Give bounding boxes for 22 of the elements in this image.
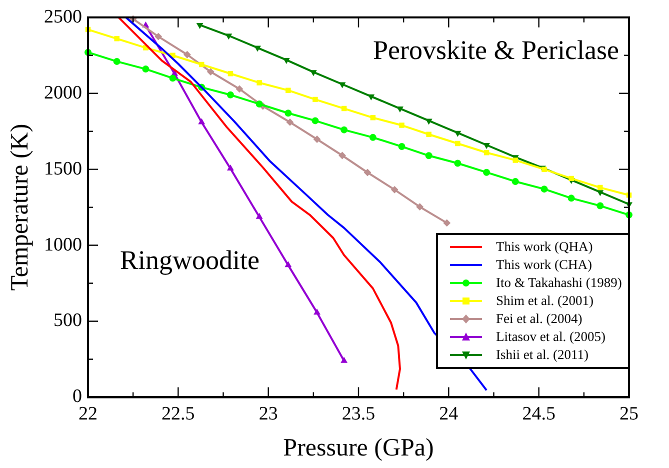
y-axis-title: Temperature (K) — [6, 124, 34, 291]
legend-label: Fei et al. (2004) — [496, 310, 582, 328]
x-axis-title: Pressure (GPa) — [283, 434, 434, 462]
legend-label: This work (QHA) — [496, 238, 593, 256]
legend-label: Shim et al. (2001) — [496, 292, 594, 310]
annotation: Ringwoodite — [120, 245, 260, 276]
legend-label: Ishii et al. (2011) — [496, 346, 588, 364]
legend-label: Litasov et al. (2005) — [496, 328, 606, 346]
x-tick-label: 24 — [439, 404, 459, 425]
legend-label: This work (CHA) — [496, 256, 592, 274]
y-tick-label: 2000 — [44, 82, 82, 104]
x-tick-label: 22.5 — [162, 404, 195, 425]
y-tick-label: 1000 — [44, 234, 82, 256]
x-tick-label: 24.5 — [522, 404, 556, 425]
x-tick-label: 25 — [620, 404, 638, 425]
x-tick-label: 23.5 — [342, 404, 376, 425]
annotation: Perovskite & Periclase — [373, 35, 619, 66]
x-tick-label: 23 — [258, 404, 278, 425]
y-tick-label: 2500 — [44, 6, 82, 28]
y-tick-label: 1500 — [44, 158, 82, 180]
legend-label: Ito & Takahashi (1989) — [496, 274, 622, 292]
y-tick-label: 500 — [54, 310, 82, 332]
